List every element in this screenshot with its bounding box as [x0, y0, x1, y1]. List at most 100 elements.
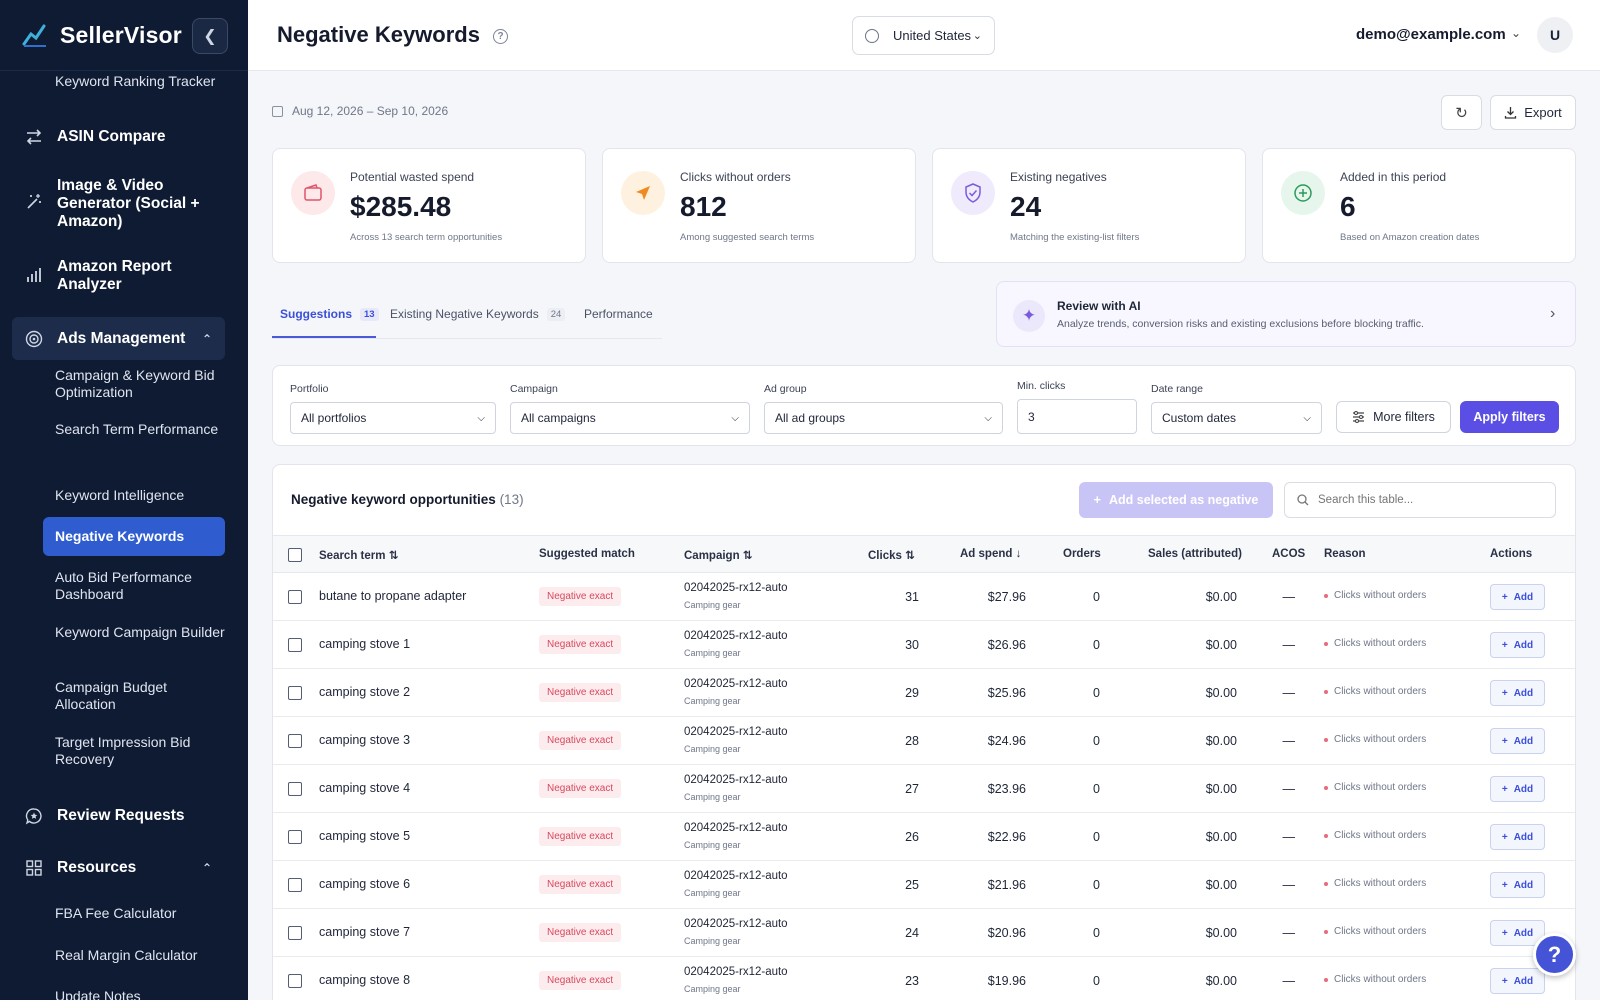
add-negative-button[interactable]: + Add	[1490, 824, 1545, 850]
acos-cell: —	[1282, 638, 1296, 652]
country-selector[interactable]: United States ⌄	[852, 16, 995, 55]
brand-logo-icon	[22, 24, 46, 47]
add-negative-button[interactable]: + Add	[1490, 728, 1545, 754]
chevron-down-icon[interactable]: ⌄	[1511, 26, 1522, 40]
sidebar-item-asin-compare[interactable]: ASIN Compare	[25, 128, 166, 146]
portfolio-select[interactable]: All portfolios ⌵	[290, 402, 496, 434]
user-email[interactable]: demo@example.com	[1356, 26, 1506, 43]
tab-label: Performance	[584, 307, 653, 321]
col-actions: Actions	[1490, 548, 1533, 560]
sidebar-item-negative-keywords[interactable]: Negative Keywords	[43, 517, 225, 556]
sidebar-item-review-requests[interactable]: Review Requests	[25, 807, 185, 825]
date-range-select[interactable]: Custom dates ⌵	[1151, 402, 1322, 434]
sales-cell: $0.00	[1205, 590, 1237, 604]
row-checkbox[interactable]	[288, 830, 302, 844]
campaign-select[interactable]: All campaigns ⌵	[510, 402, 750, 434]
match-type-badge: Negative exact	[539, 923, 622, 942]
reason-cell: Clicks without orders	[1324, 782, 1426, 793]
campaign-name[interactable]: 02042025-rx12-auto	[684, 822, 788, 834]
campaign-name[interactable]: 02042025-rx12-auto	[684, 630, 788, 642]
tab-existing-negative-keywords[interactable]: Existing Negative Keywords 24	[390, 307, 566, 321]
col-clicks[interactable]: Clicks ⇅	[868, 548, 915, 562]
col-sales-attributed: Sales (attributed)	[1148, 548, 1242, 560]
brand[interactable]: SellerVisor	[0, 0, 248, 71]
row-checkbox[interactable]	[288, 974, 302, 988]
campaign-name[interactable]: 02042025-rx12-auto	[684, 870, 788, 882]
table-search-input[interactable]	[1318, 494, 1543, 506]
sidebar-item-image-video-generator[interactable]: Image & Video Generator (Social + Amazon…	[25, 177, 215, 231]
campaign-name[interactable]: 02042025-rx12-auto	[684, 918, 788, 930]
sidebar-item-campaign-budget-allocation[interactable]: Campaign Budget Allocation	[55, 679, 168, 712]
sidebar-item-real-margin-calculator[interactable]: Real Margin Calculator	[55, 947, 198, 963]
reason-text: Clicks without orders	[1334, 686, 1427, 697]
avatar[interactable]: U	[1537, 17, 1573, 53]
sidebar-collapse-button[interactable]: ❮	[192, 18, 228, 54]
sidebar-item-campaign-keyword-bid-optimization[interactable]: Campaign & Keyword Bid Optimization	[55, 367, 215, 400]
add-negative-button[interactable]: + Add	[1490, 968, 1545, 994]
date-range-display[interactable]: Aug 12, 2026 – Sep 10, 2026	[272, 104, 448, 118]
add-negative-button[interactable]: + Add	[1490, 776, 1545, 802]
sidebar-item-search-term-performance[interactable]: Search Term Performance	[55, 421, 219, 437]
add-negative-button[interactable]: + Add	[1490, 584, 1545, 610]
sidebar-item-resources[interactable]: Resources ⌃	[25, 859, 215, 877]
tab-count-badge: 13	[360, 307, 379, 321]
help-chat-button[interactable]: ?	[1533, 933, 1576, 976]
export-label: Export	[1524, 105, 1562, 120]
status-dot-icon	[1324, 833, 1328, 838]
sidebar-item-target-impression-bid-recovery[interactable]: Target Impression Bid Recovery	[55, 734, 191, 767]
add-negative-button[interactable]: + Add	[1490, 632, 1545, 658]
search-term-cell: butane to propane adapter	[319, 589, 467, 603]
review-with-ai-card[interactable]: ✦ Review with AI Analyze trends, convers…	[996, 281, 1576, 347]
row-checkbox[interactable]	[288, 734, 302, 748]
status-dot-icon	[1324, 737, 1328, 742]
tab-suggestions[interactable]: Suggestions 13	[280, 307, 379, 321]
chevron-up-icon: ⌃	[202, 861, 213, 875]
row-checkbox[interactable]	[288, 638, 302, 652]
min-clicks-input[interactable]: 3	[1017, 399, 1137, 434]
row-checkbox[interactable]	[288, 878, 302, 892]
campaign-name[interactable]: 02042025-rx12-auto	[684, 726, 788, 738]
ad-spend-cell: $19.96	[987, 974, 1026, 988]
campaign-name[interactable]: 02042025-rx12-auto	[684, 774, 788, 786]
table-search[interactable]	[1284, 482, 1556, 518]
campaign-adgroup: Camping gear	[684, 648, 741, 658]
row-checkbox[interactable]	[288, 590, 302, 604]
add-negative-button[interactable]: + Add	[1490, 872, 1545, 898]
campaign-name[interactable]: 02042025-rx12-auto	[684, 678, 788, 690]
select-all-checkbox[interactable]	[288, 548, 302, 562]
sidebar-item-keyword-campaign-builder[interactable]: Keyword Campaign Builder	[55, 624, 225, 640]
refresh-button[interactable]: ↻	[1441, 95, 1482, 130]
col-search-term[interactable]: Search term ⇅	[319, 548, 398, 562]
apply-filters-button[interactable]: Apply filters	[1460, 401, 1559, 433]
add-label: Add	[1513, 831, 1534, 843]
acos-cell: —	[1282, 782, 1296, 796]
tab-performance[interactable]: Performance	[584, 307, 653, 321]
clicks-cell: 27	[905, 782, 919, 796]
sidebar-item-keyword-intelligence[interactable]: Keyword Intelligence	[55, 487, 185, 503]
target-icon	[25, 330, 43, 348]
more-filters-button[interactable]: More filters	[1336, 401, 1451, 433]
help-circle-icon[interactable]: ?	[493, 29, 508, 44]
export-button[interactable]: Export	[1490, 95, 1576, 130]
sidebar-item-fba-fee-calculator[interactable]: FBA Fee Calculator	[55, 905, 177, 921]
match-type-badge: Negative exact	[539, 683, 622, 702]
sidebar-item-update-notes[interactable]: Update Notes	[55, 988, 141, 1000]
add-negative-button[interactable]: + Add	[1490, 680, 1545, 706]
campaign-name[interactable]: 02042025-rx12-auto	[684, 966, 788, 978]
row-checkbox[interactable]	[288, 782, 302, 796]
row-checkbox[interactable]	[288, 686, 302, 700]
plus-icon: +	[1501, 831, 1508, 843]
sidebar-item-auto-bid-performance-dashboard[interactable]: Auto Bid Performance Dashboard	[55, 569, 192, 602]
add-selected-negative-button[interactable]: + Add selected as negative	[1079, 482, 1273, 518]
sidebar-item-keyword-ranking-tracker[interactable]: Keyword Ranking Tracker	[55, 73, 216, 89]
adgroup-select[interactable]: All ad groups ⌵	[764, 402, 1003, 434]
col-ad-spend[interactable]: Ad spend ↓	[960, 548, 1021, 560]
sidebar-item-ads-management[interactable]: Ads Management ⌃	[25, 330, 215, 348]
reason-text: Clicks without orders	[1334, 590, 1427, 601]
row-checkbox[interactable]	[288, 926, 302, 940]
col-campaign[interactable]: Campaign ⇅	[684, 548, 752, 562]
campaign-name[interactable]: 02042025-rx12-auto	[684, 582, 788, 594]
sidebar-item-amazon-report-analyzer[interactable]: Amazon Report Analyzer	[25, 258, 215, 294]
reason-cell: Clicks without orders	[1324, 830, 1426, 841]
add-label: Add	[1513, 975, 1534, 987]
